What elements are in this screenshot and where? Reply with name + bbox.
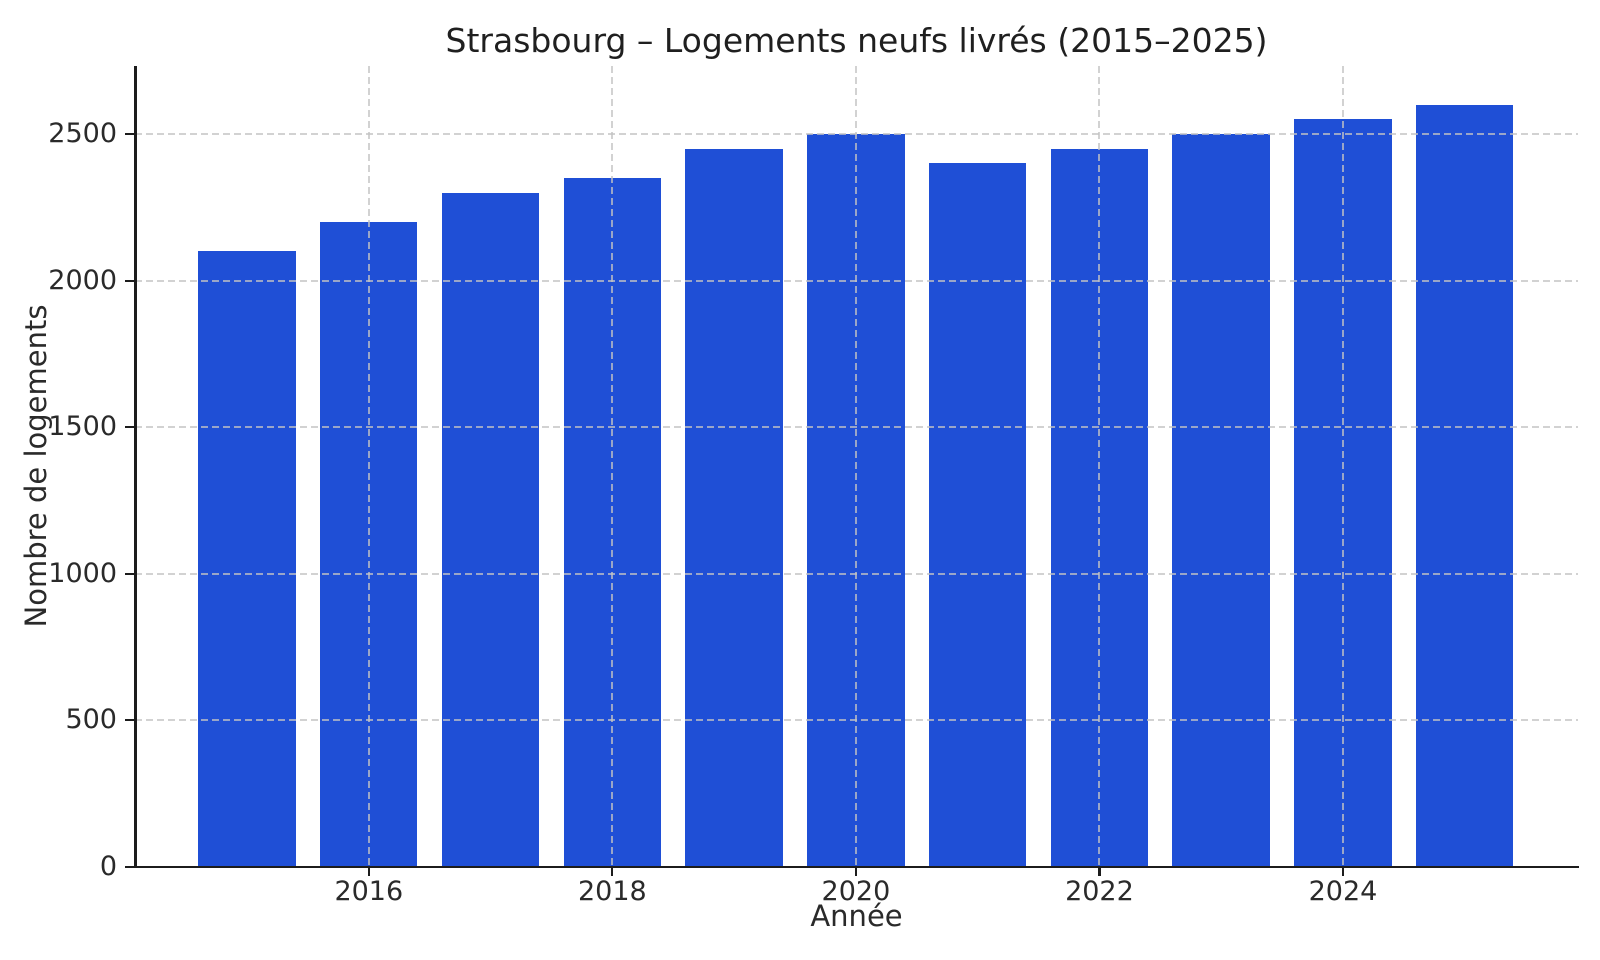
bar-2025 [1416, 104, 1514, 867]
x-axis-spine [134, 865, 1579, 868]
gridline-x-2022 [1098, 66, 1101, 867]
y-axis-spine [134, 66, 137, 868]
y-tick-label-1000: 1000 [48, 557, 117, 589]
chart-title: Strasbourg – Logements neufs livrés (201… [445, 21, 1268, 60]
y-tick-0 [125, 865, 135, 869]
x-tick-2016 [367, 867, 370, 876]
gridline-x-2018 [611, 66, 614, 867]
y-tick-label-500: 500 [65, 704, 117, 736]
x-tick-2022 [1098, 867, 1101, 876]
y-tick-500 [125, 719, 135, 722]
bar-2019 [685, 148, 783, 867]
gridline-x-2020 [854, 66, 857, 867]
x-tick-2018 [611, 867, 614, 876]
y-tick-1500 [125, 426, 135, 429]
x-tick-2024 [1341, 867, 1345, 876]
bar-2015 [198, 251, 296, 867]
y-tick-label-2000: 2000 [48, 264, 117, 296]
gridline-x-2016 [367, 66, 370, 867]
y-tick-2000 [125, 279, 135, 282]
x-tick-label-2016: 2016 [334, 876, 404, 907]
y-tick-2500 [125, 132, 135, 136]
gridline-x-2024 [1341, 66, 1344, 867]
y-tick-label-2500: 2500 [48, 118, 117, 150]
x-tick-label-2018: 2018 [577, 876, 647, 907]
bar-2021 [928, 163, 1027, 867]
x-axis-label: Année [810, 899, 903, 933]
bar-2023 [1172, 134, 1270, 867]
x-tick-label-2024: 2024 [1308, 876, 1378, 907]
x-tick-label-2022: 2022 [1065, 876, 1134, 907]
y-tick-1000 [125, 572, 135, 575]
y-tick-label-1500: 1500 [48, 411, 117, 443]
y-tick-label-0: 0 [99, 851, 117, 882]
plot-area: 0 500 1000 1500 2000 2500 2016 2018 2020 2022 2024 [48, 66, 1579, 906]
x-tick-label-2020: 2020 [821, 876, 891, 907]
x-tick-2020 [854, 867, 857, 876]
bar-2017 [441, 192, 540, 867]
